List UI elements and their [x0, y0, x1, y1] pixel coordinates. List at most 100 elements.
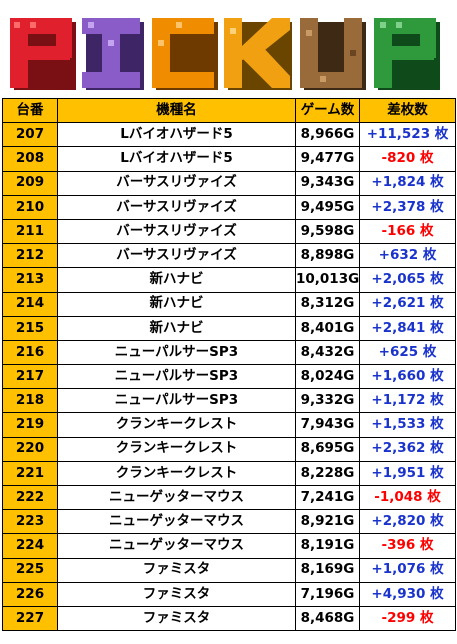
- machine-number-cell: 221: [2, 460, 58, 487]
- game-count-cell: 8,191G: [295, 533, 360, 559]
- machine-number-cell: 224: [2, 533, 58, 559]
- machine-name-cell: クランキークレスト: [57, 460, 296, 487]
- letter-p-first: [10, 18, 76, 90]
- game-count-cell: 7,241G: [295, 484, 360, 511]
- coin-difference-cell: +1,172 枚: [359, 388, 456, 414]
- game-count-cell: 8,169G: [295, 557, 360, 583]
- machine-name-cell: ニューゲッターマウス: [57, 484, 296, 511]
- coin-difference-cell: -1,048 枚: [359, 484, 456, 511]
- machine-number-cell: 215: [2, 315, 58, 341]
- game-count-cell: 8,228G: [295, 460, 360, 487]
- machine-name-cell: 新ハナビ: [57, 291, 296, 317]
- game-count-cell: 8,966G: [295, 122, 360, 148]
- machine-name-cell: ファミスタ: [57, 557, 296, 583]
- game-count-cell: 9,495G: [295, 194, 360, 220]
- game-count-cell: 8,312G: [295, 291, 360, 317]
- machine-name-cell: Lバイオハザード5: [57, 146, 296, 172]
- coin-difference-cell: -396 枚: [359, 533, 456, 559]
- table-row: 223 ニューゲッターマウス 8,921G +2,820 枚: [2, 509, 456, 535]
- table-row: 224 ニューゲッターマウス 8,191G -396 枚: [2, 533, 456, 559]
- table-row: 208 Lバイオハザード5 9,477G -820 枚: [2, 146, 456, 172]
- game-count-cell: 8,695G: [295, 436, 360, 462]
- table-row: 215 新ハナビ 8,401G +2,841 枚: [2, 315, 456, 341]
- game-count-cell: 10,013G: [295, 267, 360, 293]
- machine-number-cell: 222: [2, 484, 58, 511]
- machine-number-cell: 210: [2, 194, 58, 220]
- table-row: 214 新ハナビ 8,312G +2,621 枚: [2, 291, 456, 317]
- machine-number-cell: 214: [2, 291, 58, 317]
- machine-name-cell: ニューパルサーSP3: [57, 339, 296, 366]
- machine-number-cell: 209: [2, 170, 58, 196]
- machine-name-cell: クランキークレスト: [57, 436, 296, 462]
- game-count-cell: 8,024G: [295, 364, 360, 390]
- table-row: 225 ファミスタ 8,169G +1,076 枚: [2, 557, 456, 583]
- machine-number-cell: 216: [2, 339, 58, 366]
- table-row: 226 ファミスタ 7,196G +4,930 枚: [2, 581, 456, 607]
- table-row: 217 ニューパルサーSP3 8,024G +1,660 枚: [2, 364, 456, 390]
- game-count-cell: 8,432G: [295, 339, 360, 366]
- game-count-cell: 9,477G: [295, 146, 360, 172]
- machine-number-cell: 219: [2, 412, 58, 438]
- machine-number-cell: 212: [2, 243, 58, 269]
- coin-difference-cell: +4,930 枚: [359, 581, 456, 607]
- table-row: 218 ニューパルサーSP3 9,332G +1,172 枚: [2, 388, 456, 414]
- table-row: 222 ニューゲッターマウス 7,241G -1,048 枚: [2, 484, 456, 511]
- machine-name-cell: バーサスリヴァイズ: [57, 170, 296, 196]
- machine-number-cell: 217: [2, 364, 58, 390]
- pickup-table: 台番 機種名 ゲーム数 差枚数 207 Lバイオハザード5 8,966G +11,52…: [2, 97, 456, 632]
- machine-name-cell: ニューパルサーSP3: [57, 364, 296, 390]
- coin-difference-cell: +2,621 枚: [359, 291, 456, 317]
- game-count-cell: 8,468G: [295, 605, 360, 632]
- coin-difference-cell: +625 枚: [359, 339, 456, 366]
- table-row: 219 クランキークレスト 7,943G +1,533 枚: [2, 412, 456, 438]
- coin-difference-cell: +2,820 枚: [359, 509, 456, 535]
- table-row: 220 クランキークレスト 8,695G +2,362 枚: [2, 436, 456, 462]
- header-coin-difference: 差枚数: [359, 97, 456, 124]
- machine-name-cell: ニューパルサーSP3: [57, 388, 296, 414]
- game-count-cell: 8,921G: [295, 509, 360, 535]
- letter-u: [300, 18, 366, 90]
- table-row: 207 Lバイオハザード5 8,966G +11,523 枚: [2, 122, 456, 148]
- machine-name-cell: ニューゲッターマウス: [57, 533, 296, 559]
- table-row: 211 バーサスリヴァイズ 9,598G -166 枚: [2, 218, 456, 245]
- coin-difference-cell: +1,660 枚: [359, 364, 456, 390]
- coin-difference-cell: -299 枚: [359, 605, 456, 632]
- table-row: 213 新ハナビ 10,013G +2,065 枚: [2, 267, 456, 293]
- machine-name-cell: クランキークレスト: [57, 412, 296, 438]
- coin-difference-cell: +1,533 枚: [359, 412, 456, 438]
- coin-difference-cell: -166 枚: [359, 218, 456, 245]
- coin-difference-cell: +11,523 枚: [359, 122, 456, 148]
- machine-number-cell: 227: [2, 605, 58, 632]
- coin-difference-cell: +2,065 枚: [359, 267, 456, 293]
- coin-difference-cell: +1,951 枚: [359, 460, 456, 487]
- machine-name-cell: ファミスタ: [57, 581, 296, 607]
- coin-difference-cell: +632 枚: [359, 243, 456, 269]
- machine-number-cell: 225: [2, 557, 58, 583]
- machine-number-cell: 211: [2, 218, 58, 245]
- game-count-cell: 8,401G: [295, 315, 360, 341]
- machine-name-cell: 新ハナビ: [57, 267, 296, 293]
- game-count-cell: 8,898G: [295, 243, 360, 269]
- coin-difference-cell: +2,841 枚: [359, 315, 456, 341]
- machine-number-cell: 208: [2, 146, 58, 172]
- machine-name-cell: Lバイオハザード5: [57, 122, 296, 148]
- table-row: 212 バーサスリヴァイズ 8,898G +632 枚: [2, 243, 456, 269]
- table-header-row: 台番 機種名 ゲーム数 差枚数: [2, 97, 456, 124]
- machine-number-cell: 207: [2, 122, 58, 148]
- machine-number-cell: 218: [2, 388, 58, 414]
- machine-number-cell: 223: [2, 509, 58, 535]
- machine-name-cell: バーサスリヴァイズ: [57, 243, 296, 269]
- header-machine-number: 台番: [2, 97, 58, 124]
- coin-difference-cell: +2,362 枚: [359, 436, 456, 462]
- machine-name-cell: バーサスリヴァイズ: [57, 218, 296, 245]
- table-row: 227 ファミスタ 8,468G -299 枚: [2, 605, 456, 632]
- machine-name-cell: ニューゲッターマウス: [57, 509, 296, 535]
- header-game-count: ゲーム数: [295, 97, 360, 124]
- coin-difference-cell: +1,076 枚: [359, 557, 456, 583]
- letter-c: [152, 18, 218, 90]
- game-count-cell: 9,332G: [295, 388, 360, 414]
- table-row: 221 クランキークレスト 8,228G +1,951 枚: [2, 460, 456, 487]
- machine-name-cell: バーサスリヴァイズ: [57, 194, 296, 220]
- table-row: 216 ニューパルサーSP3 8,432G +625 枚: [2, 339, 456, 366]
